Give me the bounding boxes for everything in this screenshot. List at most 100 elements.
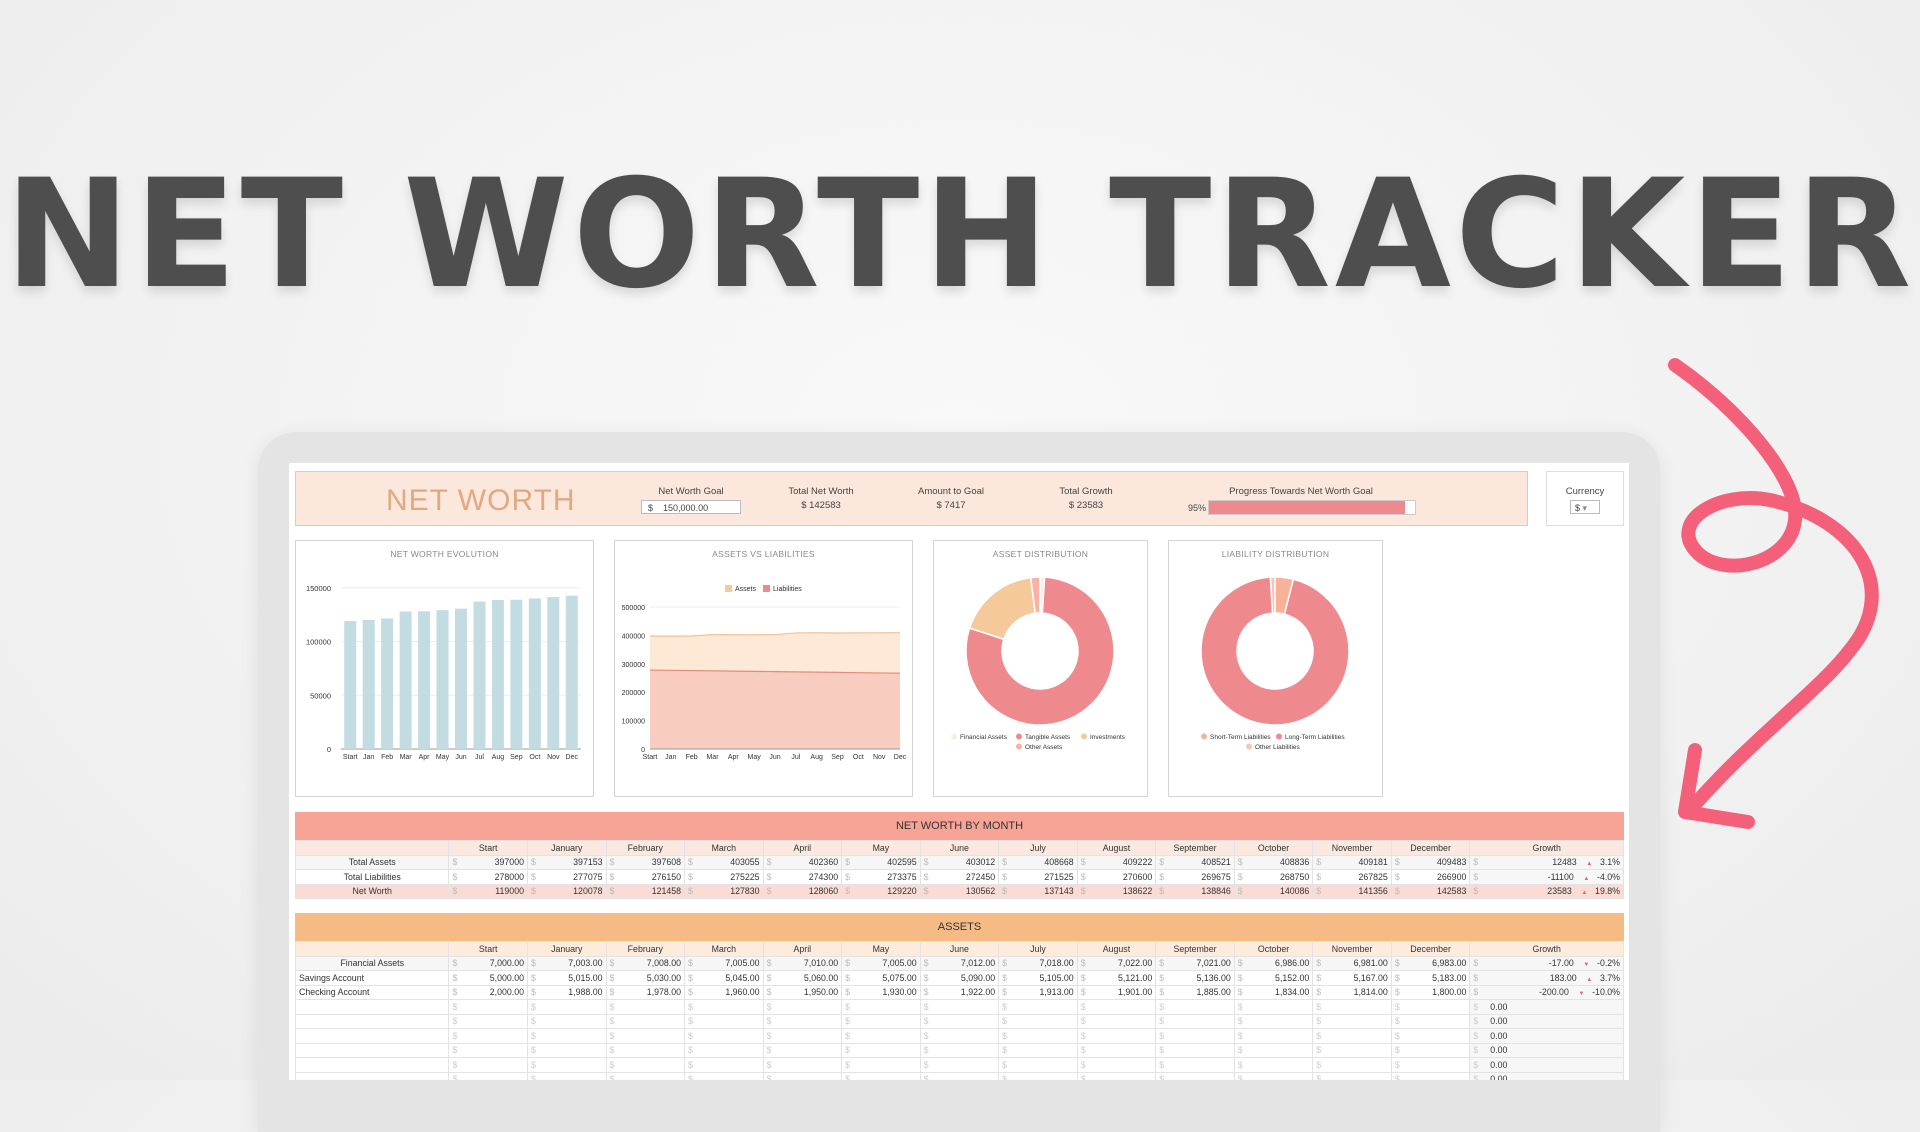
currency-symbol: $ [530,886,536,897]
value-cell: $7,003.00 [526,955,607,971]
currency-symbol: $ [1002,1045,1008,1056]
value-cell: $5,045.00 [684,970,764,986]
column-header: June [919,840,1000,856]
table-row: $ $ $ $ $ $ $ $ $ $ $ $ $ $0.00 [294,1028,1624,1044]
currency-symbol: $ [1237,1030,1243,1041]
spreadsheet-screen: NET WORTH Net Worth Goal $ 150,000.00 To… [289,463,1629,1080]
legend-swatch [1081,733,1087,740]
value-cell: $1,978.00 [605,984,686,1000]
currency-symbol: $ [1316,1016,1322,1027]
value-cell: $ [998,1028,1078,1044]
value-cell: $ [762,1057,843,1073]
currency-symbol: $ [1237,958,1243,969]
currency-symbol: $ [609,987,615,998]
currency-symbol: $ [1159,1059,1165,1070]
value-text: 129220 [887,886,917,897]
table-row: $ $ $ $ $ $ $ $ $ $ $ $ $ $0.00 [294,1071,1624,1080]
value-text: 7,021.00 [1196,958,1231,969]
value-cell: $ [1312,1042,1392,1058]
currency-symbol: $ [845,1030,851,1041]
currency-symbol: $ [1002,1016,1008,1027]
value-text: 120078 [573,886,603,897]
row-label: Savings Account [294,970,450,986]
total-growth-value: $ 23583 [1068,500,1104,511]
value-text: 277075 [573,871,603,882]
value-cell: $ [1155,1042,1235,1058]
net-worth-goal-input[interactable]: $ 150,000.00 [641,500,741,514]
assets-table: Start January February March April May June Jul… [294,941,1624,1080]
currency-symbol: $ [452,1001,458,1012]
value-cell: $ [448,1028,528,1044]
currency-symbol: $ [1159,886,1165,897]
growth-header: Growth [1469,941,1624,957]
currency-symbol: $ [452,886,458,897]
column-header: October [1233,941,1314,957]
value-cell: $6,983.00 [1390,955,1471,971]
value-cell: $ [448,1042,528,1058]
bar [399,611,412,749]
currency-symbol: $ [923,1074,929,1080]
growth-value: 12483 [1552,857,1577,868]
x-tick-label: Sep [831,754,844,761]
x-tick-label: Mar [706,754,719,761]
value-text: 5,090.00 [960,972,996,983]
value-cell: $ [1312,1071,1392,1080]
growth-cell: $0.00 [1469,1071,1624,1080]
legend-label: Other Assets [1025,744,1063,751]
header-row: Start January February March April May June Jul… [294,840,1624,856]
legend-label: Long-Term Liabilities [1285,734,1345,741]
column-header: April [762,840,843,856]
legend-swatch [1276,733,1282,740]
total-net-worth-label: Total Net Worth [788,486,854,497]
value-cell: $7,005.00 [841,955,921,971]
value-cell: $ [1390,1028,1471,1044]
currency-symbol: $ [688,958,693,969]
value-text: 5,167.00 [1353,972,1388,983]
growth-header: Growth [1469,840,1624,856]
value-cell: $142583 [1390,883,1471,899]
x-tick-label: Jun [455,754,466,761]
value-text: 274300 [808,871,839,882]
currency-symbol: $ [1159,1074,1165,1080]
currency-select[interactable]: $ ▾ [1570,500,1600,514]
row-label-header [294,941,450,957]
column-header: January [526,840,607,856]
column-header: February [605,941,686,957]
currency-symbol: $ [1394,1016,1400,1027]
value-cell: $ [841,1057,921,1073]
value-cell: $ [841,1042,921,1058]
value-cell: $278000 [448,869,528,885]
value-text: 140086 [1279,886,1310,897]
x-tick-label: Feb [686,754,698,761]
value-cell: $403055 [684,854,764,870]
value-cell: $7,005.00 [684,955,764,971]
value-cell: $ [998,1057,1078,1073]
slice [968,576,1037,641]
currency-symbol: $ [1473,857,1479,868]
value-cell: $ [762,1071,843,1080]
value-cell: $403012 [919,854,1000,870]
currency-symbol: $ [923,1045,929,1056]
value-cell: $138846 [1155,883,1235,899]
value-text: 5,105.00 [1039,972,1074,983]
column-header: June [919,941,1000,957]
goal-progress: Progress Towards Net Worth Goal 95% [1186,486,1416,515]
currency-symbol: $ [1080,871,1086,882]
legend-swatch [763,585,770,592]
y-tick-label: 100000 [622,719,645,726]
goal-currency: $ [648,503,654,513]
header-row: Start January February March April May June Jul… [294,941,1624,957]
currency-symbol: $ [1473,987,1479,998]
value-cell: $ [1233,1028,1314,1044]
currency-symbol: $ [1080,1030,1086,1041]
currency-symbol: $ [923,958,929,969]
currency-symbol: $ [1237,871,1243,882]
x-tick-label: Jan [665,754,676,761]
currency-symbol: $ [1394,958,1400,969]
value-cell: $408668 [998,854,1078,870]
table-row: $ $ $ $ $ $ $ $ $ $ $ $ $ $0.00 [294,1057,1624,1073]
y-tick-label: 50000 [310,691,331,700]
value-text: 7,005.00 [882,958,917,969]
value-text: 119000 [495,886,524,897]
value-cell: $5,075.00 [841,970,921,986]
